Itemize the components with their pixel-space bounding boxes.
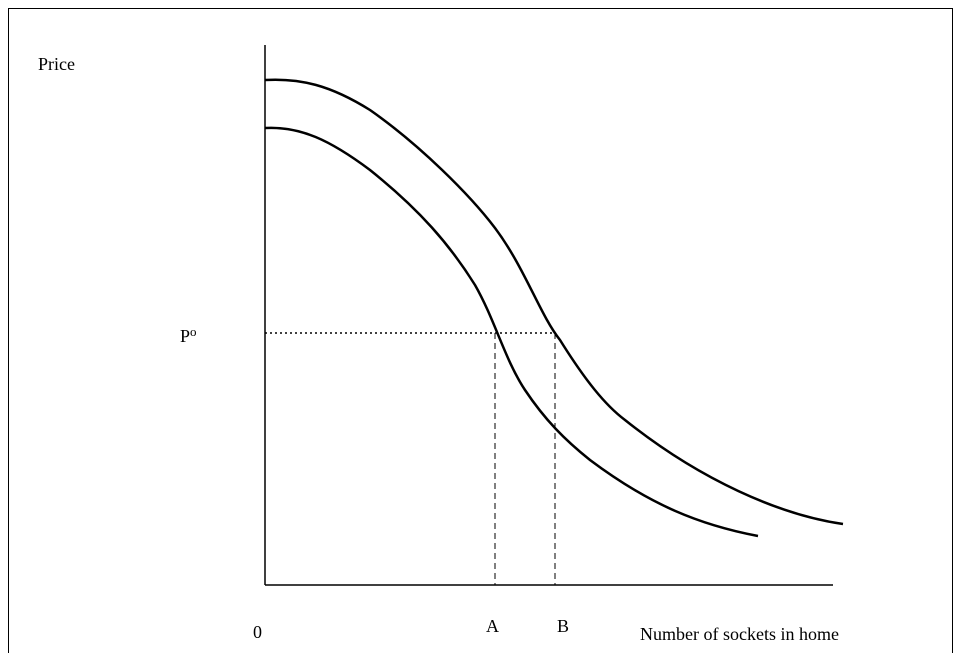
lower-curve [264, 126, 759, 538]
y-axis-label: Price [38, 54, 75, 74]
price-level: P [180, 326, 190, 346]
point-a-label: A [486, 616, 499, 636]
point-b-label: B [557, 616, 569, 636]
upper-curve [264, 78, 844, 526]
price-level-sup: o [190, 324, 197, 339]
frame [8, 8, 953, 653]
x-axis-label: Number of sockets in home [640, 624, 839, 644]
price-level-label: Po [180, 324, 197, 346]
origin-label: 0 [253, 622, 262, 642]
